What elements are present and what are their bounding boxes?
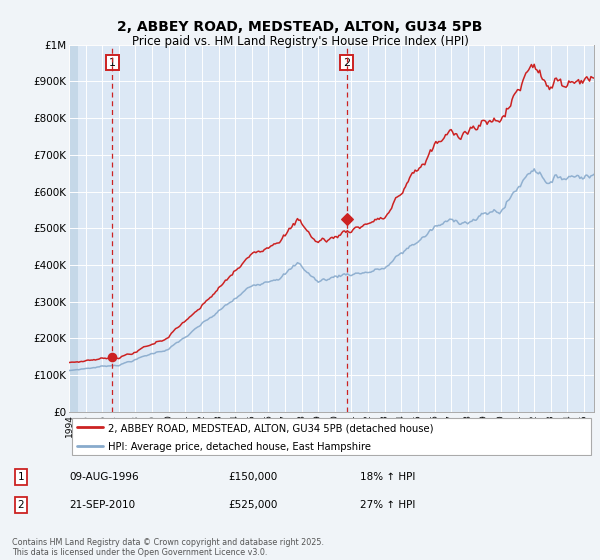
Text: 2: 2 [17, 500, 25, 510]
Text: HPI: Average price, detached house, East Hampshire: HPI: Average price, detached house, East… [109, 442, 371, 452]
Text: Price paid vs. HM Land Registry's House Price Index (HPI): Price paid vs. HM Land Registry's House … [131, 35, 469, 48]
Point [342, 214, 352, 223]
Bar [69, 45, 77, 412]
Text: £525,000: £525,000 [228, 500, 277, 510]
Text: 27% ↑ HPI: 27% ↑ HPI [360, 500, 415, 510]
Text: 21-SEP-2010: 21-SEP-2010 [69, 500, 135, 510]
Text: 1: 1 [109, 58, 116, 68]
Text: Contains HM Land Registry data © Crown copyright and database right 2025.
This d: Contains HM Land Registry data © Crown c… [12, 538, 324, 557]
Point [107, 352, 117, 361]
FancyBboxPatch shape [71, 418, 592, 455]
Text: 1: 1 [17, 472, 25, 482]
Text: 2: 2 [343, 58, 350, 68]
Text: 09-AUG-1996: 09-AUG-1996 [69, 472, 139, 482]
Text: 2, ABBEY ROAD, MEDSTEAD, ALTON, GU34 5PB: 2, ABBEY ROAD, MEDSTEAD, ALTON, GU34 5PB [118, 20, 482, 34]
Text: £150,000: £150,000 [228, 472, 277, 482]
Text: 2, ABBEY ROAD, MEDSTEAD, ALTON, GU34 5PB (detached house): 2, ABBEY ROAD, MEDSTEAD, ALTON, GU34 5PB… [109, 423, 434, 433]
Text: 18% ↑ HPI: 18% ↑ HPI [360, 472, 415, 482]
